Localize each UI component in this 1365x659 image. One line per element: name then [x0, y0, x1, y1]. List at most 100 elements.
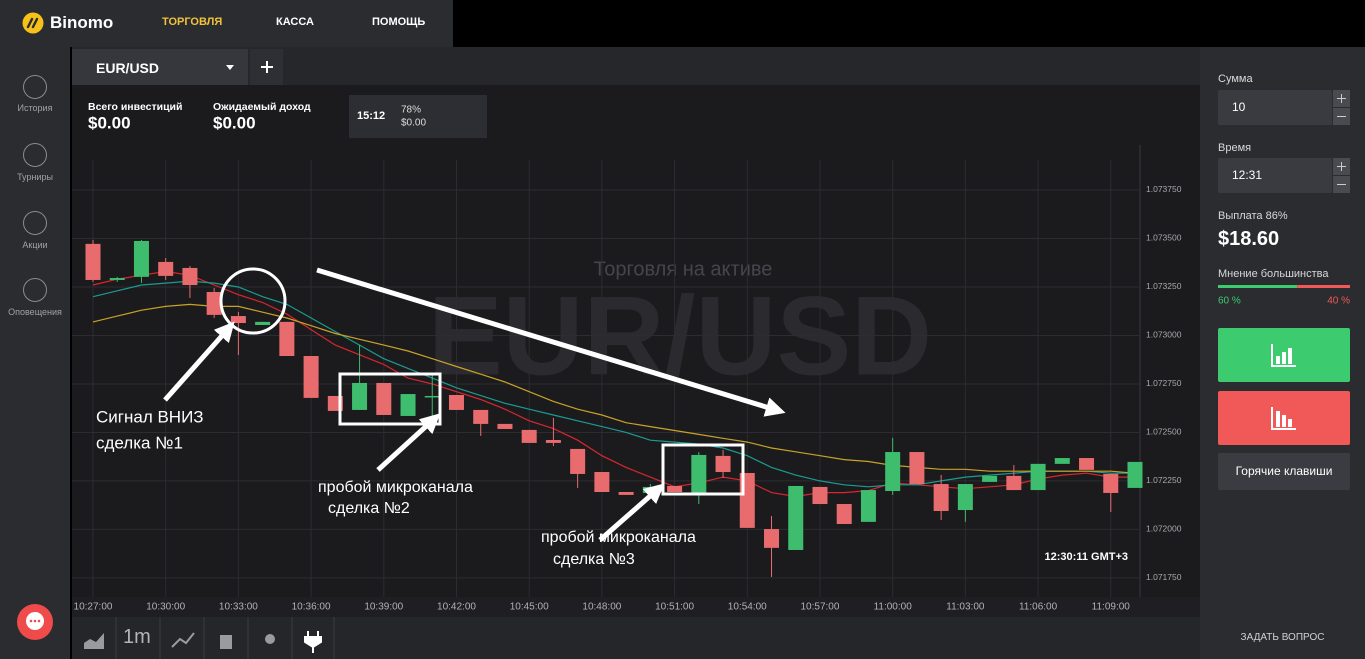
y-tick-label: 1.073000 [1146, 330, 1182, 340]
candle-body [764, 529, 780, 548]
x-tick-label: 10:36:00 [292, 602, 331, 613]
candle-body [982, 475, 998, 482]
y-tick-label: 1.072500 [1146, 427, 1182, 437]
x-axis-bg [72, 597, 1200, 617]
x-tick-label: 10:30:00 [146, 602, 185, 613]
trend-arrow [316, 267, 786, 417]
candle-body [812, 486, 828, 505]
deal-percent: 78% [401, 105, 421, 116]
candle-body [497, 423, 513, 429]
x-tick-label: 10:54:00 [728, 602, 767, 613]
candle-body [448, 395, 464, 410]
candle-body [618, 491, 634, 495]
income-value: $0.00 [213, 113, 256, 132]
down-button[interactable] [1218, 391, 1350, 445]
sidebar-label[interactable]: Турниры [17, 172, 53, 182]
time-input[interactable]: 12:31 [1218, 158, 1332, 193]
timeframe[interactable]: 1m [123, 626, 151, 648]
candle-body [715, 455, 731, 473]
x-tick-label: 10:42:00 [437, 602, 476, 613]
x-tick-label: 10:51:00 [655, 602, 694, 613]
candle-body [957, 484, 973, 511]
sidebar-label[interactable]: История [17, 103, 53, 113]
candle-body [667, 485, 683, 492]
asset-name: EUR/USD [96, 60, 160, 76]
y-tick-label: 1.072250 [1146, 475, 1182, 485]
increase-button[interactable] [1333, 90, 1350, 107]
candle-body [85, 243, 101, 280]
add-tab-button[interactable] [250, 49, 283, 85]
candle-body [376, 382, 392, 415]
candle-body [1030, 463, 1046, 491]
candle-body [133, 240, 149, 277]
opinion-up-bar [1218, 285, 1298, 288]
indicator-icon[interactable] [171, 632, 195, 648]
deal-amount: $0.00 [401, 118, 426, 129]
arrow [163, 321, 235, 402]
up-button[interactable] [1218, 328, 1350, 382]
toolbar-icons [84, 617, 335, 659]
hotkeys-button[interactable]: Горячие клавиши [1218, 453, 1350, 490]
ask-label: ЗАДАТЬ ВОПРОС [1240, 632, 1325, 643]
x-tick-label: 11:03:00 [946, 602, 985, 613]
y-tick-label: 1.072750 [1146, 378, 1182, 388]
connection-icon[interactable] [304, 631, 322, 653]
chat-button[interactable] [17, 604, 53, 640]
invest-value: $0.00 [88, 113, 131, 132]
candle-body [1054, 458, 1070, 464]
deal-box[interactable] [349, 95, 487, 138]
logo-text[interactable]: Binomo [50, 13, 114, 32]
annotation-text: сделка №1 [96, 433, 183, 452]
annotation-text: Сигнал ВНИЗ [96, 407, 204, 426]
amount-input[interactable]: 10 [1218, 90, 1332, 125]
asset-tab[interactable]: EUR/USD [72, 49, 248, 85]
chart-type-icon[interactable] [84, 633, 104, 649]
moving-average [92, 280, 1135, 488]
plus-icon [1337, 94, 1346, 103]
x-tick-label: 10:45:00 [510, 602, 549, 613]
x-tick-label: 10:27:00 [74, 602, 113, 613]
opinion-label: Мнение большинства [1218, 268, 1329, 280]
decrease-button[interactable] [1333, 176, 1350, 193]
ask-button[interactable]: ЗАДАТЬ ВОПРОС [1200, 617, 1365, 659]
annotation-text: пробой микроканала [318, 479, 473, 496]
x-tick-label: 11:06:00 [1019, 602, 1058, 613]
drawing-icon[interactable] [220, 635, 232, 649]
nav-item[interactable]: КАССА [276, 16, 314, 28]
watermark-asset: EUR/USD [428, 274, 932, 399]
invest-label: Всего инвестиций [88, 101, 182, 113]
tournaments-icon[interactable] [23, 143, 47, 167]
candle-body [230, 316, 246, 324]
x-tick-label: 11:09:00 [1092, 602, 1131, 613]
dropdown-icon [226, 65, 234, 70]
candle-body [473, 409, 489, 424]
candle-body [279, 321, 295, 357]
income-label: Ожидаемый доход [213, 101, 311, 113]
nav-item[interactable]: ТОРГОВЛЯ [162, 16, 223, 28]
x-tick-label: 11:00:00 [874, 602, 913, 613]
increase-button[interactable] [1333, 158, 1350, 175]
plus-icon [261, 61, 273, 73]
candle-body [206, 291, 222, 315]
candle-body [158, 261, 174, 276]
sidebar-label[interactable]: Акции [22, 240, 48, 250]
nav-item[interactable]: ПОМОЩЬ [372, 16, 426, 28]
channel-box [338, 372, 442, 426]
y-tick-label: 1.072000 [1146, 524, 1182, 534]
promo-icon[interactable] [23, 211, 47, 235]
candle-body [400, 394, 416, 416]
candle-body [545, 440, 561, 443]
top-bar: Binomo ТОРГОВЛЯ КАССА ПОМОЩЬ [0, 0, 453, 47]
x-tick-label: 10:33:00 [219, 602, 258, 613]
theme-icon[interactable] [265, 634, 275, 644]
y-tick-label: 1.073500 [1146, 233, 1182, 243]
logo-icon [22, 12, 44, 34]
opinion-down-bar [1297, 285, 1350, 288]
history-icon[interactable] [23, 75, 47, 99]
sidebar-label[interactable]: Оповещения [8, 307, 62, 317]
decrease-button[interactable] [1333, 108, 1350, 125]
alerts-icon[interactable] [23, 278, 47, 302]
annotation-text: сделка №2 [328, 500, 410, 517]
chart-bg [72, 85, 1200, 617]
top-right-bar [1200, 0, 1365, 47]
